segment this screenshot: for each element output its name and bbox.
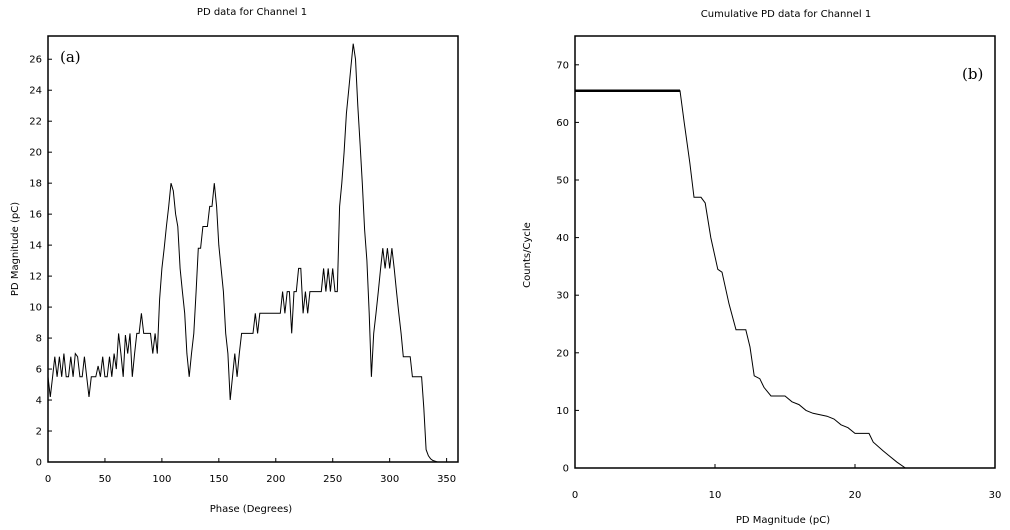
x-tick-label: 100: [152, 474, 171, 485]
chart-b-series-line: [575, 90, 906, 469]
x-tick-label: 200: [266, 474, 285, 485]
y-tick-label: 12: [29, 272, 42, 283]
x-tick-label: 0: [45, 474, 51, 485]
y-tick-label: 30: [556, 291, 569, 302]
x-tick-label: 300: [380, 474, 399, 485]
chart-a-panel-label: (a): [60, 48, 81, 66]
y-tick-label: 18: [29, 179, 42, 190]
x-tick-label: 50: [99, 474, 112, 485]
y-tick-label: 0: [563, 464, 569, 475]
y-tick-label: 4: [36, 396, 42, 407]
y-tick-label: 8: [36, 334, 42, 345]
chart-a-x-label: Phase (Degrees): [210, 504, 293, 515]
chart-a-x-axis: 0 50 100 150 200 250 300 350: [45, 458, 456, 485]
y-tick-label: 2: [36, 427, 42, 438]
x-tick-label: 10: [709, 490, 722, 501]
chart-a-title: PD data for Channel 1: [197, 7, 307, 18]
x-tick-label: 150: [209, 474, 228, 485]
chart-a-series-line: [47, 43, 456, 463]
chart-b-x-label: PD Magnitude (pC): [736, 515, 830, 526]
chart-b: Cumulative PD data for Channel 1 (b) 0 10…: [522, 9, 1001, 526]
chart-a-y-label: PD Magnitude (pC): [10, 202, 21, 296]
y-tick-label: 6: [36, 365, 42, 376]
chart-b-title: Cumulative PD data for Channel 1: [701, 9, 871, 20]
y-tick-label: 14: [29, 241, 42, 252]
y-tick-label: 70: [556, 60, 569, 71]
chart-b-y-label: Counts/Cycle: [522, 222, 533, 288]
x-tick-label: 30: [989, 490, 1002, 501]
x-tick-label: 0: [572, 490, 578, 501]
y-tick-label: 20: [29, 148, 42, 159]
y-tick-label: 22: [29, 117, 42, 128]
chart-b-x-axis: 0 10 20 30: [572, 464, 1002, 501]
y-tick-label: 0: [36, 458, 42, 469]
y-tick-label: 60: [556, 118, 569, 129]
x-tick-label: 20: [849, 490, 862, 501]
y-tick-label: 10: [29, 303, 42, 314]
y-tick-label: 10: [556, 406, 569, 417]
chart-a: PD data for Channel 1 (a) 02468101214161…: [10, 7, 459, 515]
chart-b-plot-frame: [574, 35, 996, 469]
x-tick-label: 350: [437, 474, 456, 485]
y-tick-label: 16: [29, 210, 42, 221]
chart-b-y-axis: 0 10 20 30 40 50 60 70: [556, 60, 579, 475]
y-tick-label: 50: [556, 176, 569, 187]
y-tick-label: 26: [29, 55, 42, 66]
y-tick-label: 40: [556, 233, 569, 244]
x-tick-label: 250: [323, 474, 342, 485]
chart-b-panel-label: (b): [962, 65, 983, 83]
y-tick-label: 20: [556, 348, 569, 359]
chart-a-plot-frame: [47, 35, 459, 463]
y-tick-label: 24: [29, 86, 42, 97]
